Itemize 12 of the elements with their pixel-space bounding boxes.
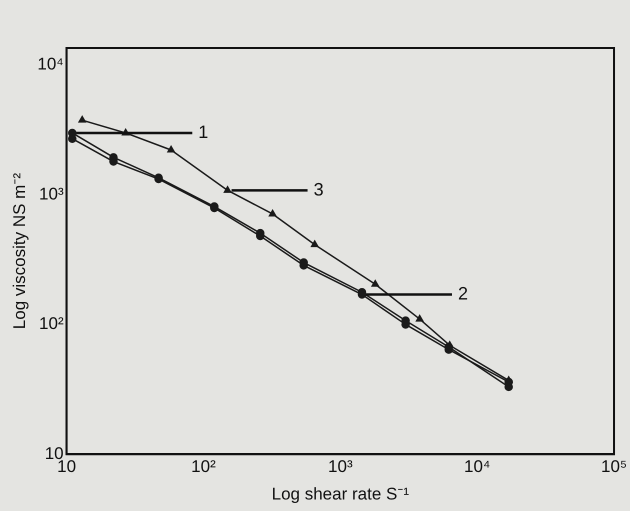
x-tick-label: 10⁵	[601, 457, 628, 476]
x-tick-label: 10²	[191, 457, 216, 476]
text: 1	[198, 122, 208, 142]
legend-label: 2	[458, 284, 468, 304]
y-tick-label: 10⁴	[37, 54, 64, 74]
x-tick-label: 10⁴	[464, 457, 490, 476]
x-tick-label: 10³	[328, 457, 353, 476]
y-axis-title: Log viscosity NS m⁻²	[10, 172, 29, 330]
y-tick-label: 10³	[39, 184, 64, 204]
x-axis-title: Log shear rate S⁻¹	[272, 484, 410, 504]
legend-label: 3	[314, 179, 324, 200]
y-tick-label: 10²	[39, 314, 64, 334]
